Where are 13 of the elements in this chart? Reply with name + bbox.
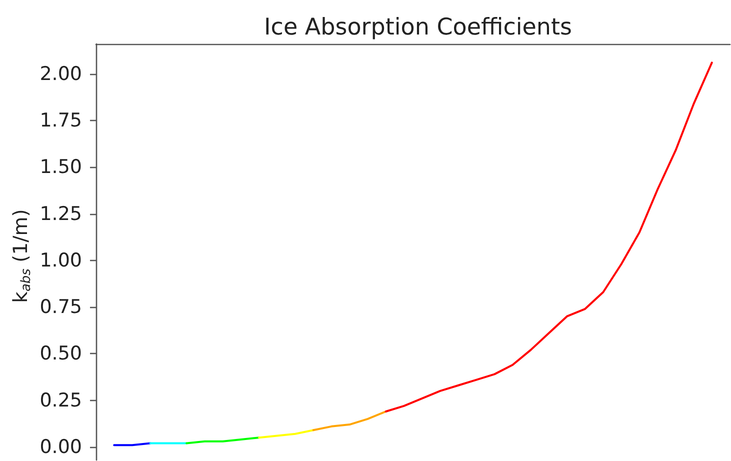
y-tick-label: 2.00 bbox=[40, 62, 82, 85]
y-tick-label: 1.25 bbox=[40, 202, 82, 225]
y-tick-label: 1.00 bbox=[40, 249, 82, 272]
line-series bbox=[312, 410, 387, 432]
y-tick-label: 0.50 bbox=[40, 342, 82, 365]
chart-title: Ice Absorption Coefficients bbox=[264, 14, 572, 40]
line-series bbox=[384, 62, 713, 412]
y-tick-label: 0.75 bbox=[40, 296, 82, 318]
y-tick-label: 1.75 bbox=[40, 109, 82, 132]
line-series bbox=[258, 429, 314, 439]
y-tick-label: 0.25 bbox=[40, 389, 82, 412]
y-tick-label: 1.50 bbox=[40, 156, 82, 178]
y-tick-label: 0.00 bbox=[40, 436, 82, 458]
